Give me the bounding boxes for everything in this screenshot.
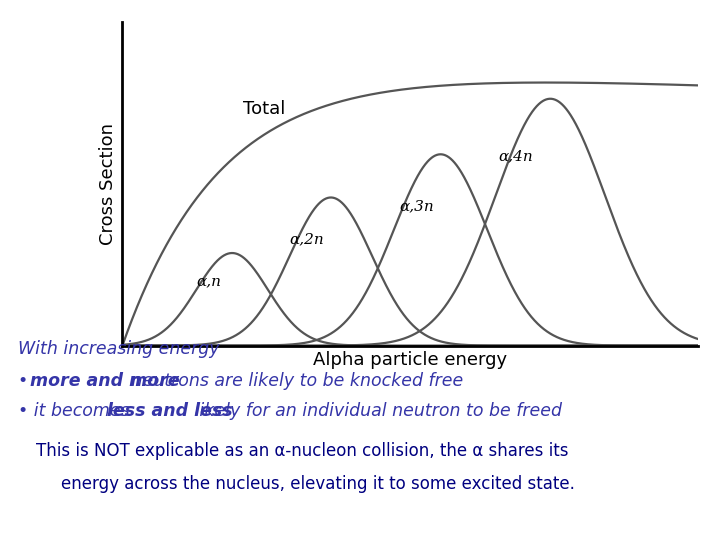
Text: α,4n: α,4n	[498, 150, 533, 164]
Text: energy across the nucleus, elevating it to some excited state.: energy across the nucleus, elevating it …	[61, 475, 575, 492]
Text: α,2n: α,2n	[289, 233, 325, 247]
Text: With increasing energy: With increasing energy	[18, 340, 220, 357]
Text: •: •	[18, 372, 34, 390]
Text: α,n: α,n	[197, 274, 222, 288]
Text: neutrons are likely to be knocked free: neutrons are likely to be knocked free	[126, 372, 463, 390]
Text: α,3n: α,3n	[400, 199, 434, 213]
Text: likely for an individual neutron to be freed: likely for an individual neutron to be f…	[189, 402, 562, 420]
Text: less and less: less and less	[107, 402, 232, 420]
Y-axis label: Cross Section: Cross Section	[99, 123, 117, 245]
X-axis label: Alpha particle energy: Alpha particle energy	[313, 351, 508, 369]
Text: more and more: more and more	[30, 372, 180, 390]
Text: This is NOT explicable as an α-nucleon collision, the α shares its: This is NOT explicable as an α-nucleon c…	[36, 442, 569, 460]
Text: • it becomes: • it becomes	[18, 402, 135, 420]
Text: Total: Total	[243, 100, 285, 118]
